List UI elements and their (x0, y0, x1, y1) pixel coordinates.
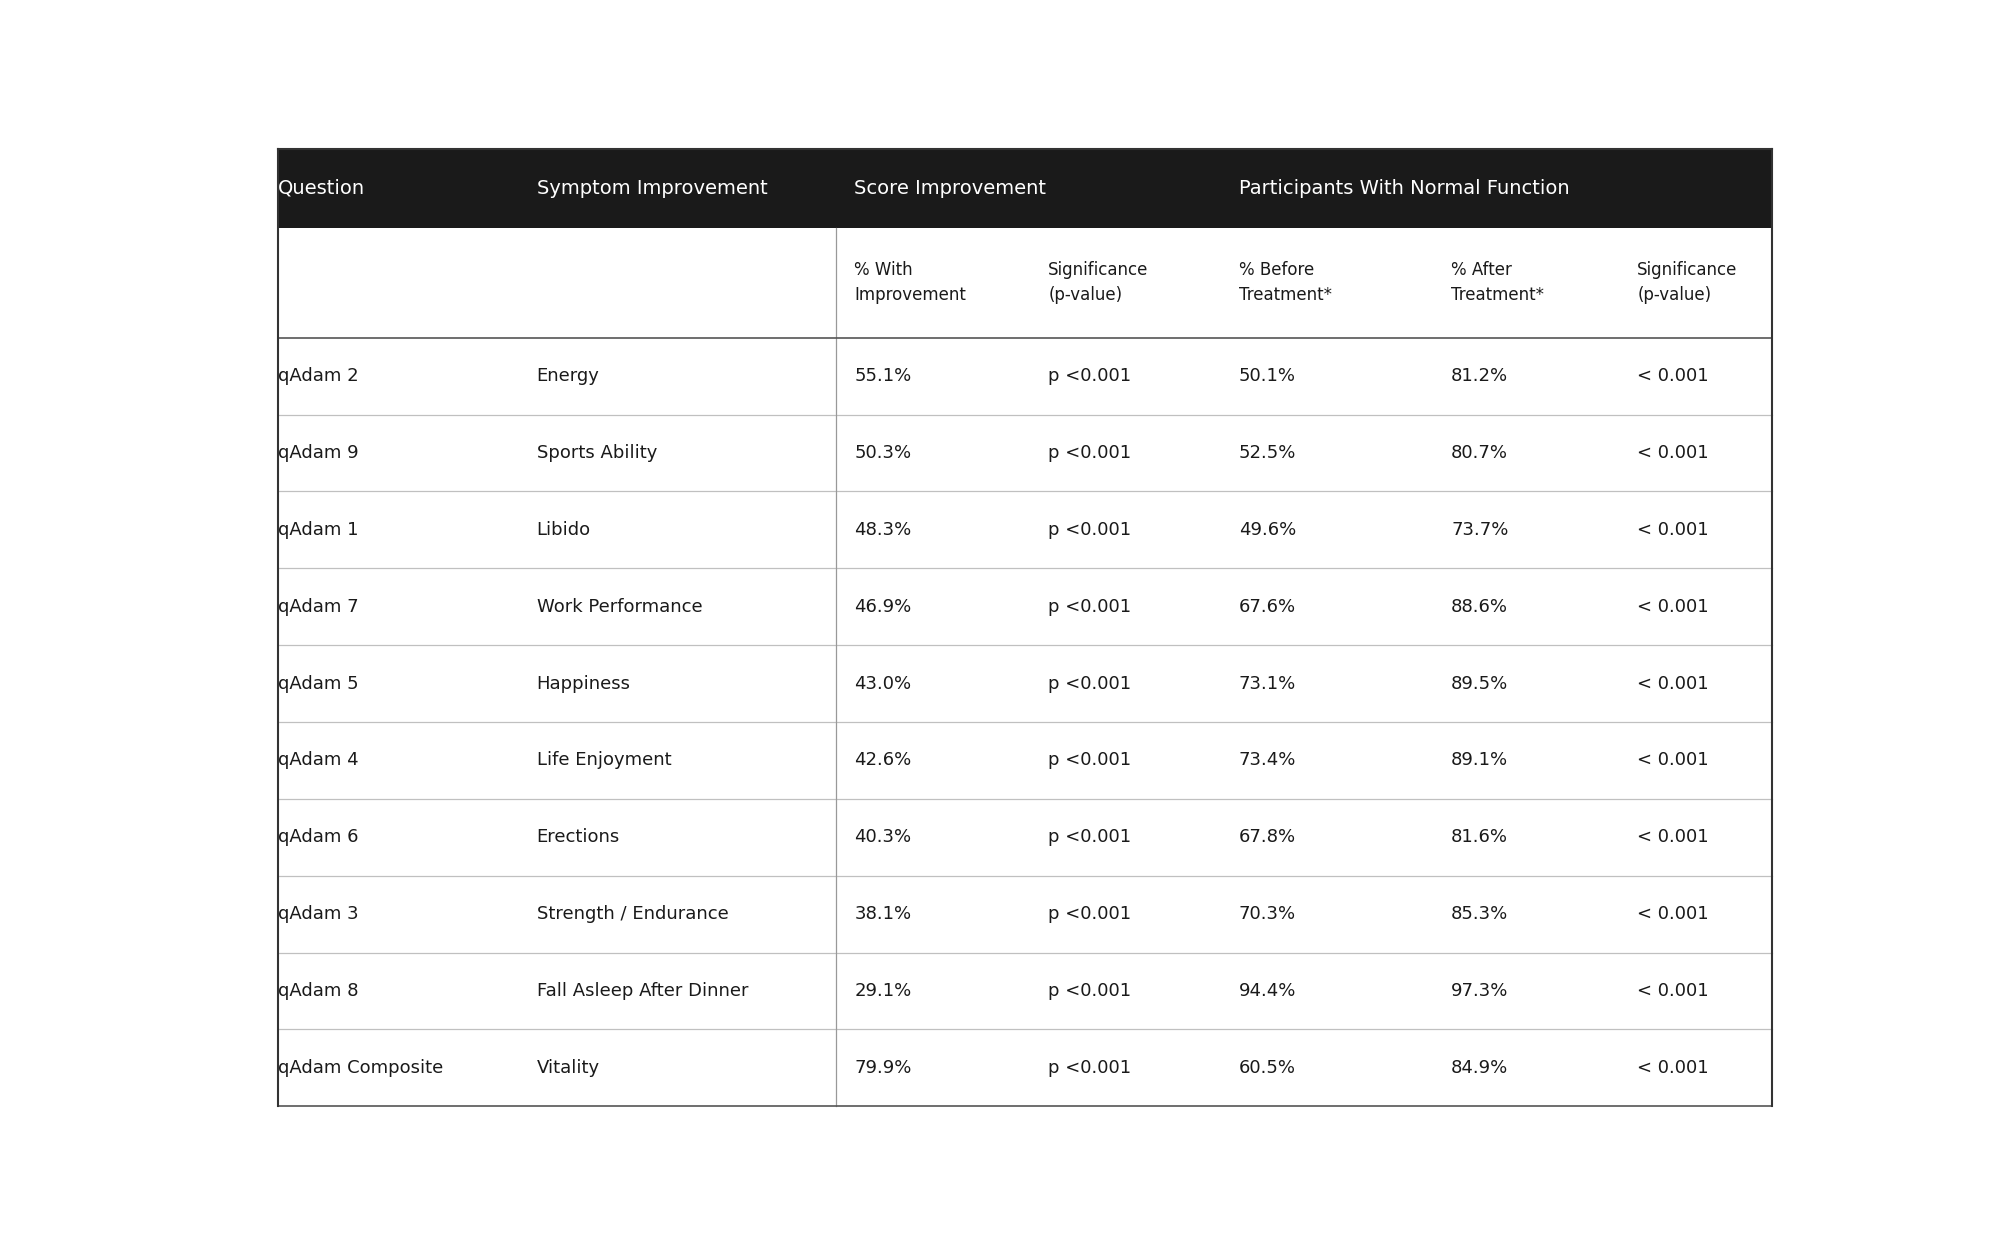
Text: 38.1%: 38.1% (854, 905, 912, 924)
Bar (278, 568, 1772, 645)
Bar (278, 876, 1772, 952)
Text: 46.9%: 46.9% (854, 598, 912, 615)
Text: Happiness: Happiness (536, 675, 630, 692)
Text: 89.5%: 89.5% (1452, 675, 1508, 692)
Text: Erections: Erections (536, 828, 620, 846)
Text: < 0.001: < 0.001 (1638, 521, 1708, 539)
Text: 73.1%: 73.1% (1238, 675, 1296, 692)
Text: % With
Improvement: % With Improvement (854, 261, 966, 305)
Text: p <0.001: p <0.001 (1048, 444, 1132, 462)
Bar (278, 227, 1772, 338)
Bar (278, 799, 1772, 876)
Bar (278, 722, 1772, 799)
Text: Strength / Endurance: Strength / Endurance (536, 905, 728, 924)
Text: 73.4%: 73.4% (1238, 752, 1296, 769)
Text: < 0.001: < 0.001 (1638, 905, 1708, 924)
Text: Symptom Improvement: Symptom Improvement (536, 179, 768, 198)
Text: Question: Question (278, 179, 366, 198)
Text: 84.9%: 84.9% (1452, 1059, 1508, 1076)
Text: Vitality: Vitality (536, 1059, 600, 1076)
Text: qAdam Composite: qAdam Composite (278, 1059, 444, 1076)
Text: qAdam 6: qAdam 6 (278, 828, 358, 846)
Text: < 0.001: < 0.001 (1638, 982, 1708, 999)
Text: qAdam 5: qAdam 5 (278, 675, 358, 692)
Text: 52.5%: 52.5% (1238, 444, 1296, 462)
Text: < 0.001: < 0.001 (1638, 367, 1708, 385)
Text: 94.4%: 94.4% (1238, 982, 1296, 999)
Text: < 0.001: < 0.001 (1638, 598, 1708, 615)
Text: 81.6%: 81.6% (1452, 828, 1508, 846)
Text: 48.3%: 48.3% (854, 521, 912, 539)
Text: p <0.001: p <0.001 (1048, 828, 1132, 846)
Text: 80.7%: 80.7% (1452, 444, 1508, 462)
Bar (278, 645, 1772, 722)
Bar (278, 338, 1772, 415)
Text: qAdam 4: qAdam 4 (278, 752, 358, 769)
Text: Significance
(p-value): Significance (p-value) (1048, 261, 1148, 305)
Text: < 0.001: < 0.001 (1638, 444, 1708, 462)
Text: p <0.001: p <0.001 (1048, 982, 1132, 999)
Text: Energy: Energy (536, 367, 600, 385)
Text: 50.3%: 50.3% (854, 444, 912, 462)
Text: % Before
Treatment*: % Before Treatment* (1238, 261, 1332, 305)
Text: p <0.001: p <0.001 (1048, 905, 1132, 924)
Text: 40.3%: 40.3% (854, 828, 912, 846)
Text: qAdam 3: qAdam 3 (278, 905, 358, 924)
Text: 60.5%: 60.5% (1238, 1059, 1296, 1076)
Text: 67.8%: 67.8% (1238, 828, 1296, 846)
Text: qAdam 7: qAdam 7 (278, 598, 358, 615)
Text: Life Enjoyment: Life Enjoyment (536, 752, 672, 769)
Text: qAdam 1: qAdam 1 (278, 521, 358, 539)
Text: qAdam 8: qAdam 8 (278, 982, 358, 999)
Text: p <0.001: p <0.001 (1048, 598, 1132, 615)
Text: Participants With Normal Function: Participants With Normal Function (1238, 179, 1570, 198)
Text: Work Performance: Work Performance (536, 598, 702, 615)
Text: Significance
(p-value): Significance (p-value) (1638, 261, 1738, 305)
Text: Sports Ability: Sports Ability (536, 444, 658, 462)
Text: 81.2%: 81.2% (1452, 367, 1508, 385)
Text: 79.9%: 79.9% (854, 1059, 912, 1076)
Text: p <0.001: p <0.001 (1048, 752, 1132, 769)
Text: 49.6%: 49.6% (1238, 521, 1296, 539)
Text: < 0.001: < 0.001 (1638, 752, 1708, 769)
Text: 88.6%: 88.6% (1452, 598, 1508, 615)
Bar (278, 952, 1772, 1029)
Text: p <0.001: p <0.001 (1048, 1059, 1132, 1076)
Text: 50.1%: 50.1% (1238, 367, 1296, 385)
Bar (278, 149, 1772, 227)
Text: 73.7%: 73.7% (1452, 521, 1508, 539)
Text: Fall Asleep After Dinner: Fall Asleep After Dinner (536, 982, 748, 999)
Text: 70.3%: 70.3% (1238, 905, 1296, 924)
Bar (278, 415, 1772, 491)
Bar (278, 1029, 1772, 1106)
Text: 67.6%: 67.6% (1238, 598, 1296, 615)
Text: Score Improvement: Score Improvement (854, 179, 1046, 198)
Text: p <0.001: p <0.001 (1048, 521, 1132, 539)
Text: 85.3%: 85.3% (1452, 905, 1508, 924)
Text: Libido: Libido (536, 521, 590, 539)
Text: 29.1%: 29.1% (854, 982, 912, 999)
Text: 43.0%: 43.0% (854, 675, 912, 692)
Text: < 0.001: < 0.001 (1638, 828, 1708, 846)
Text: % After
Treatment*: % After Treatment* (1452, 261, 1544, 305)
Text: qAdam 2: qAdam 2 (278, 367, 358, 385)
Text: < 0.001: < 0.001 (1638, 675, 1708, 692)
Text: p <0.001: p <0.001 (1048, 675, 1132, 692)
Text: 89.1%: 89.1% (1452, 752, 1508, 769)
Text: 97.3%: 97.3% (1452, 982, 1508, 999)
Text: < 0.001: < 0.001 (1638, 1059, 1708, 1076)
Text: 42.6%: 42.6% (854, 752, 912, 769)
Bar (278, 491, 1772, 568)
Text: p <0.001: p <0.001 (1048, 367, 1132, 385)
Text: 55.1%: 55.1% (854, 367, 912, 385)
Text: qAdam 9: qAdam 9 (278, 444, 358, 462)
